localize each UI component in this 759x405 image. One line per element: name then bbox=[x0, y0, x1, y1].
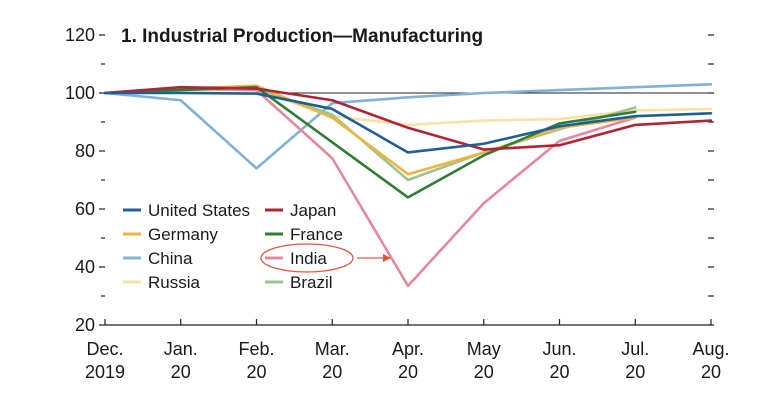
annotation-arrow-head bbox=[383, 254, 391, 262]
x-tick-label-year: 20 bbox=[549, 362, 569, 382]
x-tick-label: Jun. bbox=[542, 339, 576, 359]
legend-label-brazil: Brazil bbox=[290, 273, 333, 292]
x-tick-label: Jul. bbox=[621, 339, 649, 359]
legend-label-france: France bbox=[290, 225, 343, 244]
x-tick-label-year: 2019 bbox=[85, 362, 125, 382]
legend-label-japan: Japan bbox=[290, 201, 336, 220]
legend-label-russia: Russia bbox=[148, 273, 201, 292]
x-tick-label-year: 20 bbox=[625, 362, 645, 382]
y-tick-label: 20 bbox=[75, 315, 95, 335]
chart-title: 1. Industrial Production—Manufacturing bbox=[121, 26, 483, 47]
x-tick-label: Feb. bbox=[238, 339, 274, 359]
x-tick-label: Apr. bbox=[392, 339, 424, 359]
annotation-ellipse bbox=[260, 243, 354, 273]
x-tick-label: May bbox=[467, 339, 501, 359]
x-tick-label: Mar. bbox=[315, 339, 350, 359]
x-tick-label-year: 20 bbox=[171, 362, 191, 382]
legend-label-germany: Germany bbox=[148, 225, 218, 244]
x-tick-label-year: 20 bbox=[246, 362, 266, 382]
x-tick-label: Aug. bbox=[692, 339, 729, 359]
y-tick-label: 60 bbox=[75, 199, 95, 219]
series-line-united-states bbox=[103, 91, 713, 154]
y-tick-label: 100 bbox=[65, 83, 95, 103]
x-tick-label-year: 20 bbox=[322, 362, 342, 382]
series-line-china bbox=[103, 83, 713, 170]
y-tick-label: 120 bbox=[65, 25, 95, 45]
y-tick-label: 80 bbox=[75, 141, 95, 161]
x-tick-label-year: 20 bbox=[701, 362, 721, 382]
legend-label-united-states: United States bbox=[148, 201, 250, 220]
x-tick-label: Jan. bbox=[164, 339, 198, 359]
y-tick-label: 40 bbox=[75, 257, 95, 277]
legend-label-china: China bbox=[148, 249, 193, 268]
x-tick-label-year: 20 bbox=[398, 362, 418, 382]
series-line-japan bbox=[103, 85, 713, 151]
legend-label-india: India bbox=[290, 249, 327, 268]
x-tick-label-year: 20 bbox=[474, 362, 494, 382]
x-tick-label: Dec. bbox=[86, 339, 123, 359]
